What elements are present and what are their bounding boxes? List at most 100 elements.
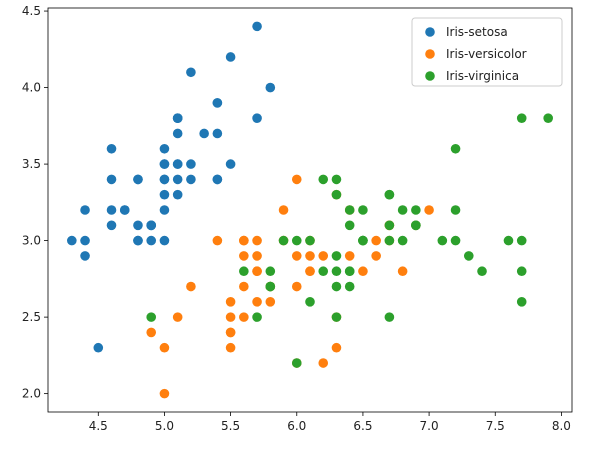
- data-point: [186, 281, 196, 292]
- x-tick-label: 5.0: [155, 419, 174, 433]
- data-point: [172, 174, 183, 185]
- data-point: [212, 98, 223, 108]
- data-point: [358, 266, 368, 277]
- data-point: [186, 174, 196, 185]
- data-point: [225, 159, 236, 169]
- legend-label: Iris-setosa: [446, 25, 508, 39]
- legend-box: [411, 17, 563, 87]
- data-point: [199, 128, 209, 139]
- data-point: [133, 220, 143, 231]
- legend-label: Iris-virginica: [446, 69, 519, 83]
- data-point: [331, 281, 342, 292]
- data-point: [172, 312, 183, 322]
- data-point: [212, 128, 223, 139]
- data-point: [212, 174, 223, 185]
- data-point: [146, 220, 157, 231]
- data-point: [186, 159, 196, 169]
- data-point: [106, 174, 117, 185]
- data-point: [503, 235, 514, 246]
- x-tick-label: 7.5: [486, 419, 505, 433]
- data-point: [305, 266, 315, 277]
- legend-marker: [425, 27, 435, 37]
- x-tick-label: 6.5: [353, 419, 372, 433]
- data-point: [305, 235, 315, 246]
- data-point: [212, 235, 223, 246]
- data-point: [358, 205, 368, 215]
- data-point: [384, 235, 395, 246]
- data-point: [450, 205, 461, 215]
- data-point: [252, 312, 262, 322]
- data-point: [252, 266, 262, 277]
- data-point: [239, 235, 249, 246]
- legend-label: Iris-versicolor: [446, 47, 527, 61]
- x-tick-label: 5.5: [221, 419, 240, 433]
- data-point: [265, 281, 276, 292]
- y-tick-label: 2.0: [22, 387, 41, 401]
- data-point: [291, 235, 302, 246]
- data-point: [358, 235, 368, 246]
- data-point: [463, 251, 474, 261]
- data-point: [159, 388, 170, 399]
- axis-ticks: 4.5 5.0 5.5 6.0 6.5 7.0 7.5 8.0 2.0 2.5 3.0 3.5 4.0 4…: [22, 4, 571, 433]
- data-point: [291, 251, 302, 261]
- data-point: [265, 82, 276, 93]
- data-point: [172, 113, 183, 123]
- data-point: [80, 251, 90, 261]
- data-point: [291, 174, 302, 185]
- data-point: [344, 220, 355, 231]
- data-point: [318, 174, 329, 185]
- y-tick-label: 2.5: [22, 310, 41, 324]
- data-point: [159, 205, 170, 215]
- data-point: [225, 327, 236, 338]
- data-point: [278, 235, 289, 246]
- data-point: [543, 113, 553, 123]
- data-point: [146, 235, 157, 246]
- data-point: [80, 235, 90, 246]
- data-point: [384, 220, 395, 231]
- data-point: [80, 205, 90, 215]
- data-point: [146, 327, 157, 338]
- data-point: [159, 174, 170, 185]
- data-point: [331, 312, 342, 322]
- data-point: [291, 281, 302, 292]
- data-point: [384, 189, 395, 200]
- data-point: [172, 128, 183, 139]
- data-point: [278, 205, 289, 215]
- y-tick-label: 4.5: [22, 4, 41, 18]
- data-point: [344, 205, 355, 215]
- data-point: [344, 266, 355, 277]
- data-point: [106, 143, 117, 154]
- series-iris-virginica: [146, 113, 553, 368]
- data-point: [186, 67, 196, 78]
- data-point: [252, 113, 262, 123]
- data-point: [318, 266, 329, 277]
- y-tick-label: 3.5: [22, 157, 41, 171]
- data-point: [384, 312, 395, 322]
- data-point: [516, 113, 527, 123]
- data-point: [291, 358, 302, 368]
- data-point: [411, 205, 421, 215]
- data-point: [331, 342, 342, 353]
- data-point: [265, 297, 276, 307]
- data-point: [397, 266, 408, 277]
- data-point: [172, 159, 183, 169]
- data-point: [265, 266, 276, 277]
- x-tick-label: 6.0: [287, 419, 306, 433]
- y-tick-label: 4.0: [22, 81, 41, 95]
- data-point: [172, 189, 183, 200]
- data-point: [397, 235, 408, 246]
- data-point: [239, 251, 249, 261]
- data-point: [516, 297, 527, 307]
- y-tick-label: 3.0: [22, 234, 41, 248]
- data-point: [397, 205, 408, 215]
- data-point: [106, 205, 117, 215]
- data-point: [146, 312, 157, 322]
- x-tick-label: 4.5: [89, 419, 108, 433]
- data-point: [119, 205, 130, 215]
- data-point: [331, 174, 342, 185]
- data-point: [239, 266, 249, 277]
- data-point: [159, 189, 170, 200]
- x-tick-label: 7.0: [420, 419, 439, 433]
- data-point: [371, 235, 381, 246]
- data-point: [239, 312, 249, 322]
